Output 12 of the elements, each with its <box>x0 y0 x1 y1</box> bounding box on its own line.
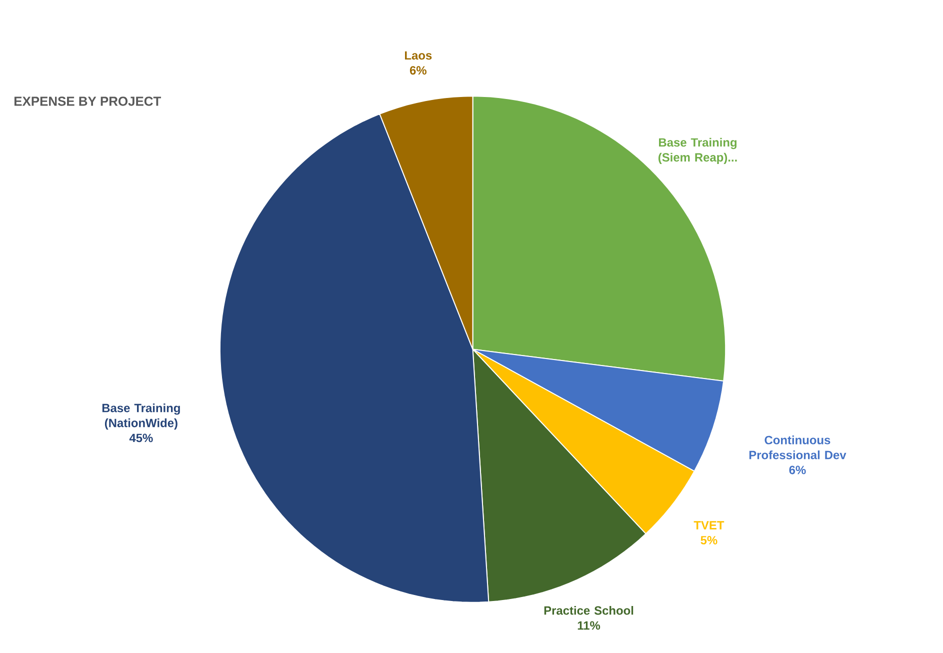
slice-label: Laos <box>405 51 432 60</box>
data-label: 11% <box>578 621 600 630</box>
slice-label: Continuous Professional Dev <box>749 436 846 460</box>
slice-label: Base Training (NationWide) <box>102 403 180 430</box>
slice-label: TVET <box>694 521 724 530</box>
data-label: 45% <box>129 434 153 442</box>
slice-label: Practice School <box>544 606 634 615</box>
slice-label: Base Training (Siem Reap)... <box>658 138 737 164</box>
text: EXPENSE BY PROJECT <box>14 96 162 106</box>
data-label: 6% <box>410 66 426 75</box>
data-label: 5% <box>700 536 718 544</box>
data-label: 6% <box>789 466 806 474</box>
